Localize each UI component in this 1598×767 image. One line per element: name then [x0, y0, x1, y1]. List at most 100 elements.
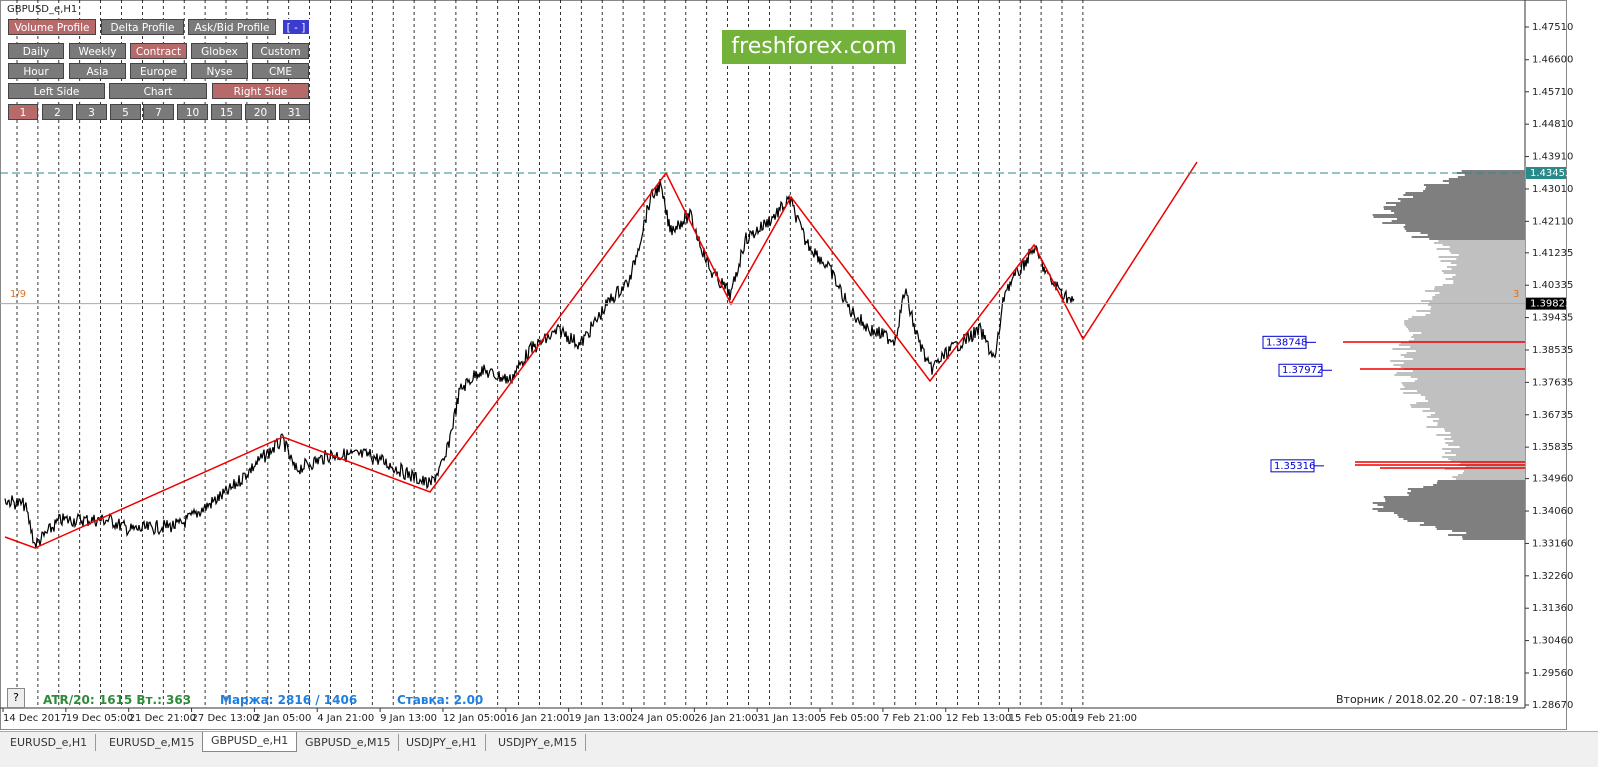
price-label-box	[1526, 297, 1566, 310]
toolbar-button[interactable]: Nyse	[191, 63, 248, 79]
toolbar-button[interactable]: Globex	[191, 43, 248, 59]
profile-bar	[1448, 458, 1525, 460]
chart-tab[interactable]: EURUSD_e,M15	[101, 734, 204, 751]
profile-bar	[1411, 236, 1525, 238]
price-tick-label: 1.34960	[1532, 474, 1573, 485]
profile-bar	[1457, 474, 1525, 476]
tab-bar: EURUSD_e,H1 EURUSD_e,M15 GBPUSD_e,H1 GBPUSD…	[0, 731, 1598, 767]
level-label: 1.35316	[1274, 461, 1315, 472]
profile-bar	[1412, 370, 1525, 372]
profile-bar	[1417, 378, 1525, 380]
profile-bar	[1432, 298, 1525, 300]
profile-bar	[1372, 214, 1525, 216]
profile-bar	[1426, 186, 1525, 188]
profile-bar	[1448, 534, 1525, 536]
toolbar-button[interactable]: 20	[245, 104, 276, 120]
profile-bar	[1426, 416, 1525, 418]
toolbar-button[interactable]: Right Side	[212, 83, 309, 99]
toolbar-button[interactable]: Contract	[130, 43, 187, 59]
profile-bar	[1431, 306, 1525, 308]
toolbar-button[interactable]: CME	[252, 63, 309, 79]
profile-bar	[1437, 480, 1525, 482]
profile-bar	[1464, 174, 1525, 176]
profile-bar	[1455, 478, 1525, 480]
profile-bar	[1435, 526, 1525, 528]
price-tick-label: 1.28670	[1532, 700, 1573, 711]
toolbar-button[interactable]: 7	[143, 104, 174, 120]
toolbar-button[interactable]: 3	[76, 104, 107, 120]
toolbar-button[interactable]: Daily	[8, 43, 64, 59]
profile-bar	[1412, 196, 1525, 198]
price-tick-label: 1.32260	[1532, 571, 1573, 582]
profile-bar	[1404, 356, 1525, 358]
time-label: 21 Dec 21:00	[129, 713, 196, 724]
profile-bar	[1427, 400, 1525, 402]
time-label: 16 Jan 21:00	[506, 713, 569, 724]
atr-info: ATR/20: 1615 Вт.: 363	[43, 693, 192, 707]
profile-bar	[1400, 354, 1525, 356]
profile-bar	[1425, 290, 1525, 292]
profile-bar	[1432, 296, 1525, 298]
profile-bar	[1425, 314, 1525, 316]
toolbar-button[interactable]: Asia	[69, 63, 126, 79]
profile-bar	[1404, 386, 1525, 388]
volume-profile	[1343, 170, 1525, 540]
toolbar-button[interactable]: Left Side	[8, 83, 105, 99]
profile-bar	[1415, 350, 1525, 352]
toolbar-button[interactable]: 15	[211, 104, 242, 120]
toolbar-button[interactable]: Weekly	[69, 43, 126, 59]
toolbar-button[interactable]: 5	[110, 104, 141, 120]
toolbar-button[interactable]: 2	[42, 104, 73, 120]
profile-bar	[1394, 374, 1525, 376]
price-tick-label: 1.36735	[1532, 410, 1573, 421]
toolbar-button[interactable]: 10	[177, 104, 208, 120]
toolbar-button[interactable]: 1	[8, 104, 38, 120]
chart-tab[interactable]: GBPUSD_e,M15	[297, 734, 400, 751]
profile-bar	[1452, 530, 1525, 532]
profile-bar	[1434, 288, 1525, 290]
profile-bar	[1384, 498, 1525, 500]
toolbar-button[interactable]: Volume Profile	[8, 19, 96, 35]
profile-bar	[1416, 310, 1525, 312]
price-label-box	[1526, 166, 1566, 179]
toolbar-button[interactable]: Delta Profile	[101, 19, 184, 35]
chart-tab[interactable]: USDJPY_e,M15	[490, 734, 587, 751]
time-label: 2 Jan 05:00	[254, 713, 311, 724]
profile-bar	[1421, 332, 1525, 334]
profile-bar	[1392, 348, 1525, 350]
help-button[interactable]: ?	[7, 688, 25, 708]
profile-bar	[1460, 462, 1525, 464]
time-label: 15 Feb 05:00	[1009, 713, 1075, 724]
profile-bar	[1405, 224, 1525, 226]
profile-bar	[1457, 176, 1525, 178]
level-label: 1.37972	[1282, 365, 1323, 376]
toolbar-button[interactable]: Europe	[130, 63, 187, 79]
time-label: 31 Jan 13:00	[757, 713, 820, 724]
profile-bar	[1408, 340, 1525, 342]
toolbar-button[interactable]: [ - ]	[282, 19, 310, 35]
time-label: 19 Jan 13:00	[569, 713, 632, 724]
toolbar-button[interactable]: Ask/Bid Profile	[188, 19, 276, 35]
chart-tab[interactable]: EURUSD_e,H1	[2, 734, 97, 751]
price-tick-label: 1.41235	[1532, 248, 1573, 259]
toolbar-button[interactable]: 31	[279, 104, 310, 120]
toolbar-button[interactable]: Hour	[8, 63, 64, 79]
profile-bar	[1406, 230, 1525, 232]
profile-bar	[1452, 276, 1525, 278]
toolbar-button[interactable]: Chart	[109, 83, 207, 99]
price-tick-label: 1.44810	[1532, 119, 1573, 130]
toolbar-button[interactable]: Custom	[252, 43, 309, 59]
price-label: 1.43453	[1530, 168, 1571, 179]
profile-bar	[1448, 444, 1525, 446]
chart-tab[interactable]: USDJPY_e,H1	[398, 734, 486, 751]
chart-tab[interactable]: GBPUSD_e,H1	[202, 732, 298, 752]
profile-bar	[1403, 362, 1525, 364]
clock: Вторник / 2018.02.20 - 07:18:19	[1336, 693, 1519, 706]
profile-bar	[1373, 216, 1525, 218]
profile-bar	[1408, 318, 1525, 320]
profile-bar	[1403, 194, 1525, 196]
profile-bar	[1442, 456, 1525, 458]
profile-bar	[1436, 482, 1525, 484]
profile-bar	[1419, 524, 1525, 526]
profile-bar	[1455, 454, 1525, 456]
